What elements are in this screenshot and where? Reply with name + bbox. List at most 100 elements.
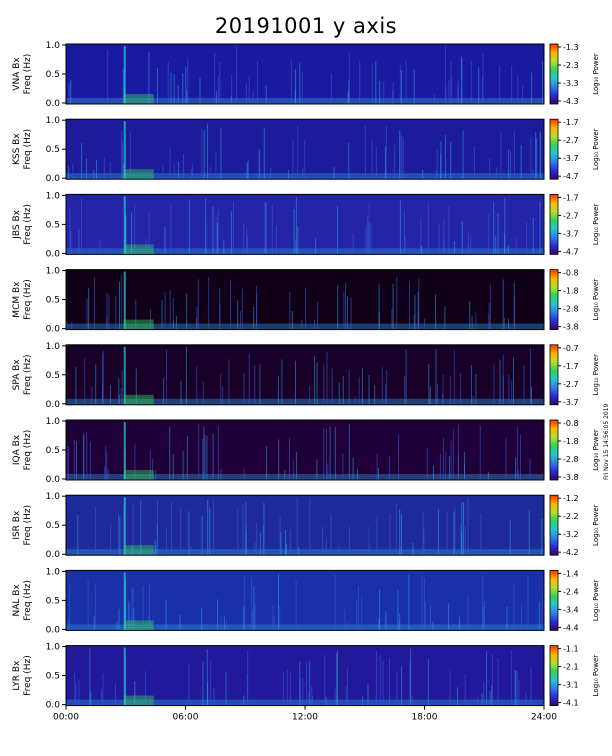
spectral-streak <box>325 539 327 556</box>
low-frequency-band <box>66 98 544 104</box>
y-tick-label: 1.0 <box>46 41 61 51</box>
colorbar-tick-label: -4.2 <box>563 548 579 557</box>
spectral-streak <box>243 695 245 706</box>
spectral-streak <box>428 363 430 405</box>
spectral-streak <box>396 504 398 556</box>
spectral-streak <box>532 169 534 180</box>
spectral-streak <box>392 89 394 104</box>
spectral-streak <box>173 74 175 104</box>
spectral-streak <box>426 447 428 480</box>
y-tick-label: 0.0 <box>46 701 61 711</box>
spectral-streak <box>237 300 239 330</box>
spectral-streak <box>539 201 541 255</box>
spectral-streak <box>119 395 121 405</box>
spectral-streak <box>247 235 248 255</box>
spectral-streak <box>461 59 463 104</box>
event-burst-base <box>123 244 154 255</box>
spectral-streak <box>295 239 296 255</box>
spectral-streak <box>122 141 124 180</box>
colorbar-label: Log₁₀ Power <box>592 580 600 622</box>
spectral-streak <box>299 661 301 706</box>
y-tick-label: 1.0 <box>46 267 61 277</box>
spectral-streak <box>231 74 233 104</box>
spectral-streak <box>424 601 426 631</box>
spectral-streak <box>378 468 379 480</box>
y-tick-label: 0.5 <box>46 596 60 606</box>
spectral-streak <box>457 687 458 706</box>
spectral-streak <box>324 654 326 706</box>
spectral-streak <box>357 468 358 480</box>
station-label: KSS Bx <box>12 133 22 165</box>
spectral-streak <box>289 437 290 480</box>
spectral-streak <box>522 85 524 104</box>
spectral-streak <box>424 577 425 631</box>
spectral-streak <box>103 157 105 180</box>
spectral-streak <box>347 621 349 631</box>
spectral-streak <box>348 369 350 405</box>
spectral-streak <box>314 320 315 330</box>
spectral-streak <box>202 661 204 706</box>
spectral-streak <box>204 434 206 480</box>
spectral-streak <box>123 163 125 180</box>
spectral-streak <box>508 149 510 180</box>
spectral-streak <box>517 470 519 480</box>
spectral-streak <box>295 580 297 631</box>
spectral-streak <box>445 86 447 104</box>
spectral-streak <box>436 150 438 180</box>
colorbar-tick-label: -2.7 <box>563 211 579 220</box>
x-tick-label: 24:00 <box>531 713 557 723</box>
spectral-streak <box>483 620 485 631</box>
spectral-streak <box>361 595 363 631</box>
spectral-streak <box>422 169 424 180</box>
spectral-streak <box>243 606 245 631</box>
spectral-streak <box>410 648 412 706</box>
y-tick-label: 1.0 <box>46 342 61 352</box>
spectral-streak <box>393 144 395 180</box>
spectral-streak <box>175 316 177 330</box>
spectral-streak <box>219 287 221 330</box>
spectral-streak <box>413 69 415 104</box>
spectral-streak <box>348 526 350 556</box>
colorbar-label: Log₁₀ Power <box>592 279 600 321</box>
colorbar-tick-label: -0.8 <box>563 269 579 278</box>
spectral-streak <box>220 469 222 480</box>
freq-axis-label: Freq (Hz) <box>23 129 33 170</box>
spectral-streak <box>435 348 437 405</box>
event-burst <box>123 121 126 180</box>
spectral-streak <box>93 615 95 631</box>
spectral-streak <box>470 364 472 405</box>
colorbar-tick-label: -3.7 <box>563 398 579 407</box>
spectral-streak <box>165 527 167 556</box>
spectral-streak <box>326 351 328 405</box>
colorbar-tick-label: -3.7 <box>563 154 579 163</box>
chart-title: 20191001 y axis <box>214 14 398 38</box>
spectral-streak <box>375 651 377 706</box>
spectral-streak <box>400 70 402 104</box>
spectral-streak <box>417 313 419 330</box>
spectral-streak <box>464 452 465 480</box>
spectral-streak <box>493 201 495 255</box>
spectral-streak <box>222 387 224 405</box>
spectral-streak <box>248 353 250 405</box>
spectral-streak <box>457 424 459 480</box>
spectral-streak <box>243 223 245 255</box>
spectral-streak <box>452 428 454 480</box>
spectral-streak <box>263 502 265 556</box>
spectral-streak <box>508 374 510 405</box>
spectral-streak <box>309 660 311 706</box>
station-label: SPA Bx <box>12 359 22 391</box>
spectral-streak <box>504 233 506 255</box>
spectral-streak <box>515 457 517 480</box>
spectral-streak <box>514 669 516 706</box>
spectral-streak <box>172 297 174 330</box>
spectral-streak <box>215 216 217 255</box>
spectral-streak <box>131 545 133 556</box>
spectral-streak <box>134 204 136 255</box>
spectral-streak <box>165 600 167 631</box>
spectral-streak <box>228 359 230 405</box>
spectral-streak <box>506 607 508 631</box>
colorbar-tick-label: -1.7 <box>563 362 579 371</box>
x-tick-label: 12:00 <box>292 713 318 723</box>
spectral-streak <box>169 427 171 480</box>
spectral-streak <box>366 216 368 255</box>
